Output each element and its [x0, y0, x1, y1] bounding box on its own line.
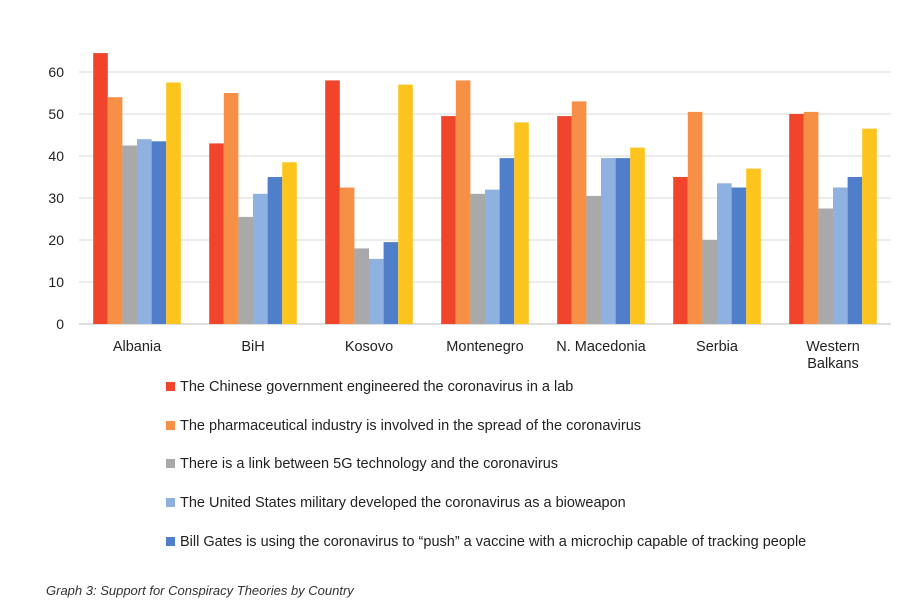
bar: [571, 101, 587, 325]
x-category-label: Albania: [113, 339, 162, 355]
bar: [803, 111, 819, 325]
legend-item: There is a link between 5G technology an…: [166, 455, 846, 494]
bar: [137, 139, 152, 324]
legend-swatch: [166, 382, 175, 391]
chart-caption: Graph 3: Support for Conspiracy Theories…: [46, 583, 354, 598]
y-tick-label: 10: [48, 274, 64, 290]
legend-label: The pharmaceutical industry is involved …: [180, 417, 642, 434]
bar: [383, 242, 399, 324]
legend-swatch: [166, 536, 175, 546]
legend-item: The United States military developed the…: [166, 494, 846, 533]
bar: [354, 248, 369, 324]
y-tick-label: 50: [48, 106, 64, 122]
bar: [151, 141, 167, 324]
bar: [833, 187, 848, 324]
legend-item: The pharmaceutical industry is involved …: [166, 417, 846, 456]
y-tick-label: 60: [48, 64, 64, 80]
bar: [731, 187, 747, 324]
bar: [818, 208, 833, 324]
legend-swatch: [166, 459, 175, 469]
bar: [441, 116, 456, 324]
x-category-label: Serbia: [696, 339, 739, 355]
bar: [673, 177, 688, 324]
bar: [238, 216, 253, 324]
bar: [470, 193, 485, 324]
legend-label: There is a link between 5G technology an…: [180, 456, 559, 473]
bar: [746, 168, 761, 324]
legend-label: Bill Gates is using the coronavirus to “…: [180, 533, 807, 550]
bar: [862, 128, 877, 324]
bar: [615, 158, 631, 324]
bar: [282, 162, 297, 324]
bar: [166, 82, 181, 324]
legend-item: The Chinese government engineered the co…: [166, 378, 846, 417]
bar: [514, 122, 529, 325]
bar: [557, 116, 572, 324]
legend-swatch: [166, 498, 175, 508]
legend-swatch: [166, 420, 175, 430]
y-tick-label: 0: [56, 316, 64, 332]
x-category-label: Western Balkans: [806, 339, 860, 372]
bar: [223, 93, 239, 324]
x-category-label: BiH: [241, 339, 264, 355]
legend-item: Bill Gates is using the coronavirus to “…: [166, 533, 846, 572]
bar: [485, 189, 500, 324]
bar: [398, 84, 413, 324]
bar: [789, 114, 804, 324]
y-tick-label: 30: [48, 190, 64, 206]
bar-chart: 0 10 20 30 40 50 60 Albania BiH Kosovo Montenegro N…: [48, 53, 891, 372]
y-tick-label: 40: [48, 148, 64, 164]
x-category-label: Montenegro: [446, 339, 523, 355]
bar: [93, 53, 108, 324]
bar: [717, 183, 732, 324]
bar: [702, 240, 717, 324]
bar: [586, 195, 601, 324]
bar: [847, 177, 863, 324]
bar: [369, 258, 384, 324]
bar: [339, 187, 355, 324]
bar: [253, 193, 268, 324]
x-category-label: N. Macedonia: [556, 339, 646, 355]
x-category-label: Kosovo: [345, 339, 393, 355]
bar: [499, 158, 515, 324]
bar: [107, 97, 123, 324]
bar: [267, 177, 283, 324]
legend-label: The United States military developed the…: [180, 495, 626, 512]
bar: [630, 147, 645, 324]
legend-label: The Chinese government engineered the co…: [180, 379, 574, 395]
y-tick-label: 20: [48, 232, 64, 248]
bar: [325, 80, 340, 325]
bar: [455, 80, 471, 325]
bar: [687, 111, 703, 325]
bar: [601, 158, 616, 324]
bar: [122, 145, 137, 324]
bar: [209, 143, 224, 324]
chart-legend: The Chinese government engineered the co…: [166, 378, 846, 571]
